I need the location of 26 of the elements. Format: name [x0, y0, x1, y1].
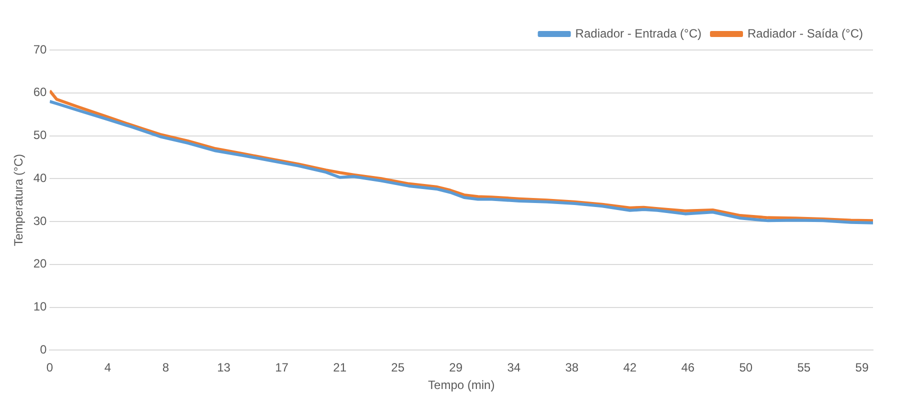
y-tick-label: 30 [33, 214, 48, 228]
legend-label: Radiador - Saída (°C) [747, 26, 864, 40]
x-tick-label: 8 [162, 360, 170, 375]
x-tick-label: 34 [507, 360, 521, 375]
y-tick-label: 50 [33, 128, 48, 142]
y-tick-label: 60 [33, 85, 48, 100]
x-tick-label: 21 [333, 360, 347, 375]
y-axis-title: Temperatura (°C) [12, 154, 26, 246]
y-tick-label: 20 [33, 256, 48, 271]
y-tick-label: 10 [33, 300, 48, 314]
x-tick-label: 55 [797, 360, 811, 375]
x-tick-label: 42 [623, 360, 637, 375]
x-tick-label: 38 [565, 360, 579, 375]
legend-label: Radiador - Entrada (°C) [575, 26, 702, 40]
x-tick-label: 4 [104, 360, 112, 375]
x-tick-label: 46 [681, 360, 695, 375]
x-tick-label: 13 [217, 360, 231, 375]
x-tick-label: 59 [855, 360, 869, 375]
x-tick-label: 29 [449, 360, 463, 375]
y-tick-label: 70 [33, 42, 48, 56]
y-tick-label: 40 [33, 170, 48, 185]
x-tick-label: 25 [391, 360, 405, 375]
x-axis-title: Tempo (min) [428, 378, 495, 392]
x-tick-label: 17 [275, 360, 289, 375]
y-tick-label: 0 [40, 342, 48, 357]
x-tick-label: 50 [739, 360, 753, 375]
